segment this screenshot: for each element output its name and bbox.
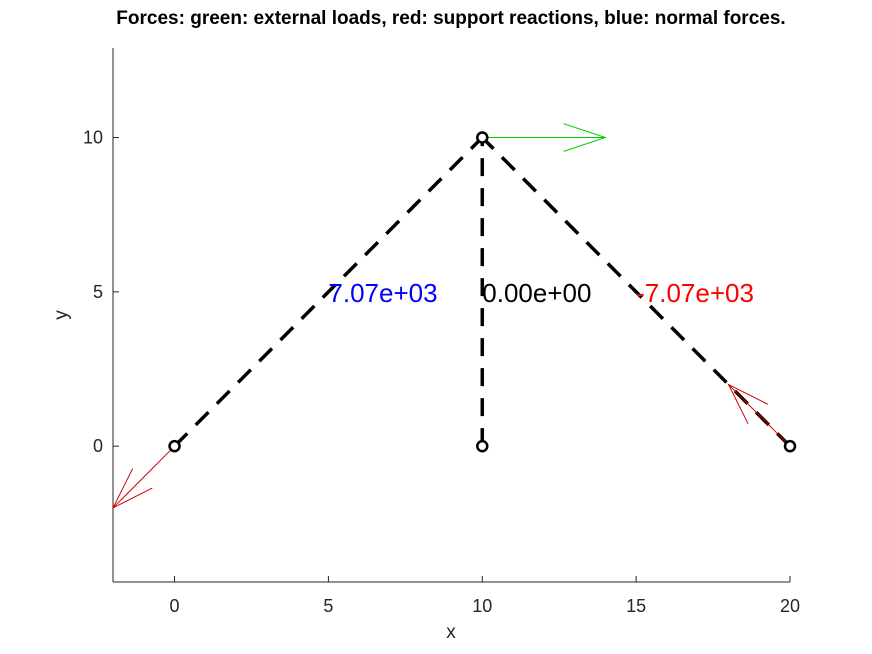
x-tick-label: 20 bbox=[780, 596, 800, 616]
truss-node bbox=[783, 439, 797, 453]
member-force-labels: 7.07e+03 0.00e+00 -7.07e+03 bbox=[328, 278, 754, 308]
force-arrows bbox=[111, 123, 791, 510]
axes bbox=[112, 48, 790, 583]
x-tick-label: 0 bbox=[170, 596, 180, 616]
y-tick-label: 5 bbox=[93, 282, 103, 302]
member-force-label: 7.07e+03 bbox=[328, 278, 437, 308]
truss-node bbox=[476, 131, 489, 144]
truss-node bbox=[476, 439, 489, 453]
y-tick-label: 10 bbox=[83, 128, 103, 148]
member-force-label: 0.00e+00 bbox=[482, 278, 591, 308]
support-reaction-arrow-head bbox=[727, 383, 768, 425]
chart-title: Forces: green: external loads, red: supp… bbox=[116, 8, 785, 29]
support-reaction-arrow-shaft bbox=[728, 384, 791, 447]
member-force-label: -7.07e+03 bbox=[636, 278, 754, 308]
y-axis-label: y bbox=[51, 310, 72, 320]
external-load-arrow-head bbox=[563, 123, 607, 152]
y-ticks: 0 5 10 bbox=[83, 128, 119, 456]
x-axis-label: x bbox=[446, 622, 456, 643]
x-tick-label: 5 bbox=[323, 596, 333, 616]
truss-nodes bbox=[168, 131, 797, 453]
x-tick-label: 10 bbox=[472, 596, 492, 616]
truss-member bbox=[173, 136, 484, 448]
truss-node bbox=[168, 439, 181, 453]
support-reaction-arrow-shaft bbox=[112, 445, 175, 509]
support-reaction-arrow-head bbox=[111, 468, 153, 510]
x-tick-label: 15 bbox=[626, 596, 646, 616]
y-tick-label: 0 bbox=[93, 436, 103, 456]
x-ticks: 0 5 10 15 20 bbox=[170, 576, 800, 616]
